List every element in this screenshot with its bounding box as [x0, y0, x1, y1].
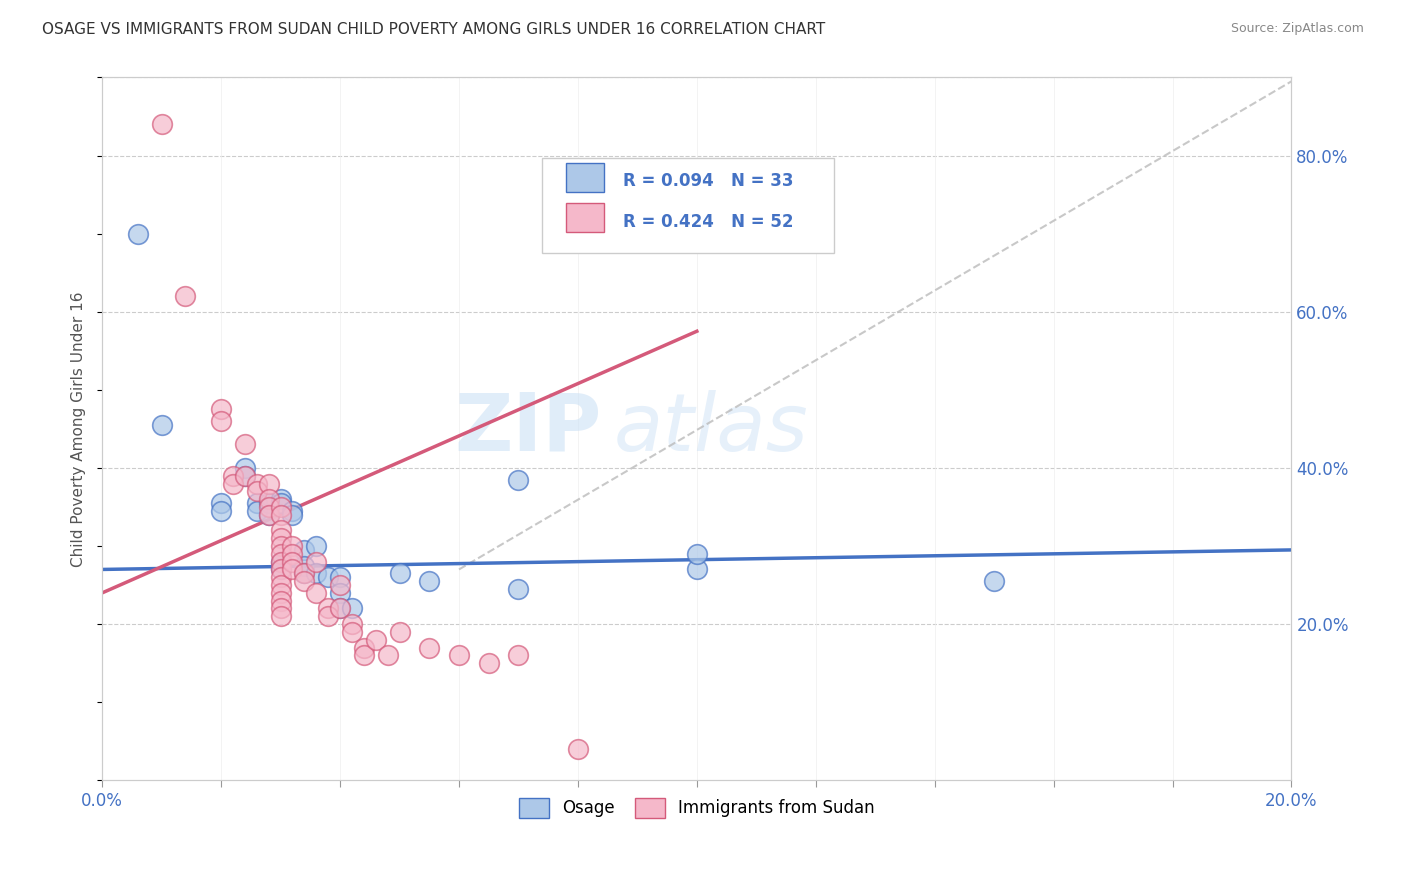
Text: Source: ZipAtlas.com: Source: ZipAtlas.com [1230, 22, 1364, 36]
Text: atlas: atlas [613, 390, 808, 468]
Point [270, 601, 292, 615]
Point [686, 547, 709, 561]
Point [246, 484, 269, 499]
Point [377, 648, 399, 663]
Point [270, 508, 292, 522]
Point [353, 648, 375, 663]
Point [388, 624, 411, 639]
Legend: Osage, Immigrants from Sudan: Osage, Immigrants from Sudan [512, 791, 882, 825]
Point [447, 648, 470, 663]
Point [364, 632, 387, 647]
Point [305, 566, 328, 581]
Point [270, 492, 292, 507]
Point [233, 437, 256, 451]
Point [305, 586, 328, 600]
Point [418, 574, 440, 589]
Point [281, 562, 304, 576]
Point [246, 476, 269, 491]
Point [270, 570, 292, 584]
Point [257, 500, 280, 514]
Point [270, 500, 292, 514]
Point [174, 289, 197, 303]
Point [508, 473, 530, 487]
Point [508, 648, 530, 663]
Point [270, 578, 292, 592]
Point [292, 543, 315, 558]
Point [478, 656, 501, 670]
Point [270, 555, 292, 569]
Point [508, 582, 530, 596]
Point [270, 539, 292, 553]
Point [257, 508, 280, 522]
Point [209, 504, 232, 518]
Point [270, 609, 292, 624]
Point [353, 640, 375, 655]
Point [127, 227, 149, 241]
Point [305, 555, 328, 569]
Point [340, 617, 363, 632]
Point [209, 496, 232, 510]
Point [281, 539, 304, 553]
Point [316, 601, 339, 615]
Point [281, 504, 304, 518]
Point [246, 504, 269, 518]
FancyBboxPatch shape [543, 158, 834, 253]
FancyBboxPatch shape [567, 202, 605, 232]
Point [270, 562, 292, 576]
Point [292, 566, 315, 581]
Point [270, 562, 292, 576]
FancyBboxPatch shape [567, 162, 605, 192]
Point [281, 555, 304, 569]
Point [292, 574, 315, 589]
Point [388, 566, 411, 581]
Y-axis label: Child Poverty Among Girls Under 16: Child Poverty Among Girls Under 16 [72, 291, 86, 566]
Point [150, 417, 173, 432]
Text: OSAGE VS IMMIGRANTS FROM SUDAN CHILD POVERTY AMONG GIRLS UNDER 16 CORRELATION CH: OSAGE VS IMMIGRANTS FROM SUDAN CHILD POV… [42, 22, 825, 37]
Point [270, 593, 292, 607]
Point [257, 496, 280, 510]
Point [270, 586, 292, 600]
Point [257, 476, 280, 491]
Point [281, 547, 304, 561]
Point [686, 562, 709, 576]
Point [209, 414, 232, 428]
Point [305, 539, 328, 553]
Text: R = 0.094   N = 33: R = 0.094 N = 33 [623, 172, 793, 190]
Text: ZIP: ZIP [454, 390, 602, 468]
Point [281, 508, 304, 522]
Point [257, 508, 280, 522]
Point [316, 609, 339, 624]
Text: R = 0.424   N = 52: R = 0.424 N = 52 [623, 213, 793, 231]
Point [233, 461, 256, 475]
Point [222, 468, 245, 483]
Point [233, 468, 256, 483]
Point [329, 578, 352, 592]
Point [222, 476, 245, 491]
Point [340, 624, 363, 639]
Point [329, 586, 352, 600]
Point [292, 566, 315, 581]
Point [270, 531, 292, 545]
Point [233, 468, 256, 483]
Point [209, 402, 232, 417]
Point [418, 640, 440, 655]
Point [292, 558, 315, 573]
Point [246, 496, 269, 510]
Point [150, 117, 173, 131]
Point [329, 570, 352, 584]
Point [329, 601, 352, 615]
Point [270, 524, 292, 538]
Point [340, 601, 363, 615]
Point [257, 492, 280, 507]
Point [983, 574, 1005, 589]
Point [270, 555, 292, 569]
Point [316, 570, 339, 584]
Point [270, 496, 292, 510]
Point [567, 742, 589, 756]
Point [270, 547, 292, 561]
Point [329, 601, 352, 615]
